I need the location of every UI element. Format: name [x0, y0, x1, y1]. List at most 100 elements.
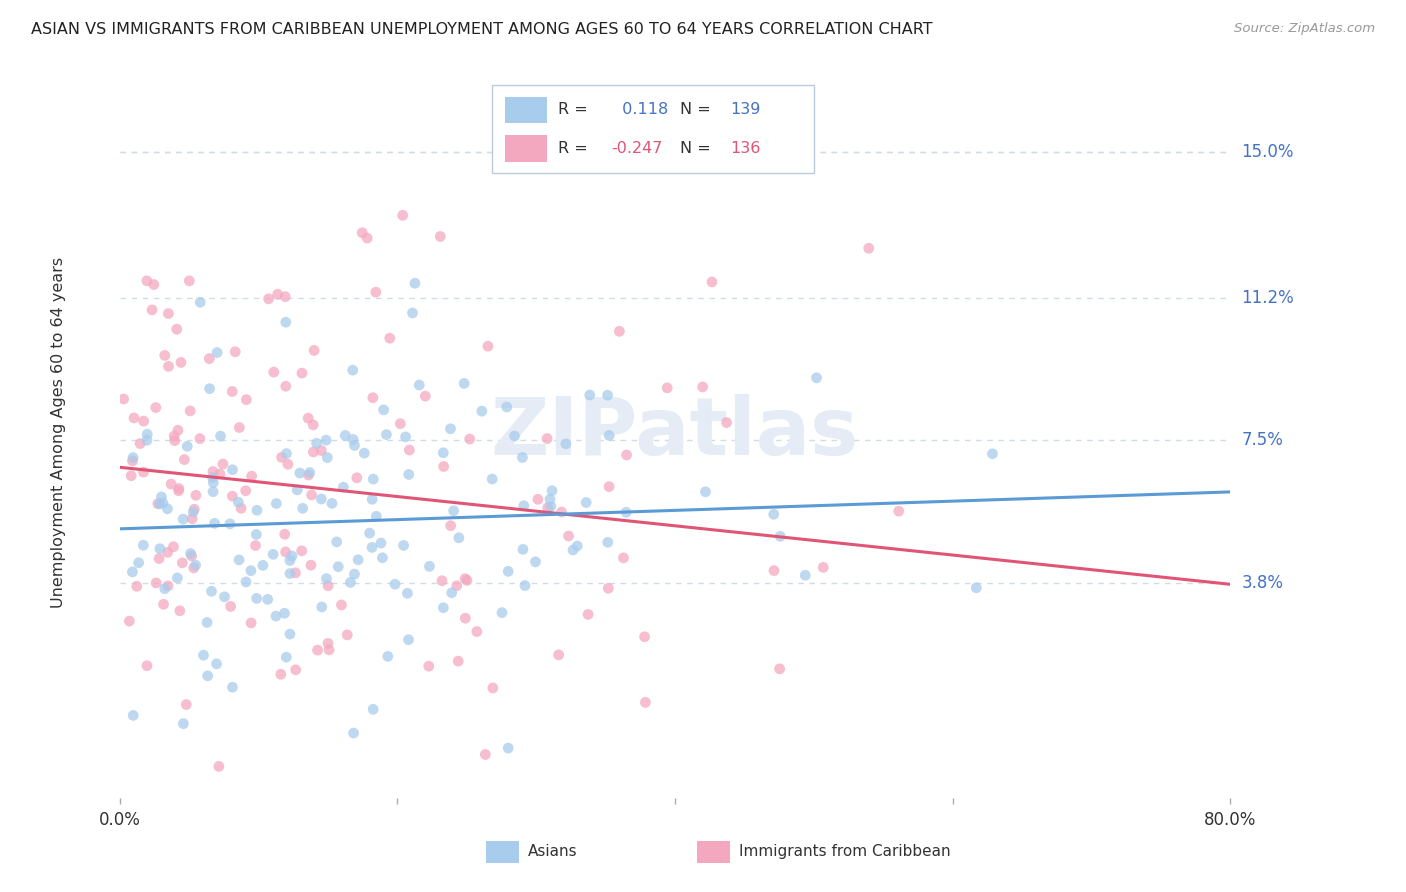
- Point: [188, 295, 211, 310]
- Point: [201, 470, 224, 484]
- Point: [361, 702, 384, 716]
- Point: [291, 366, 314, 380]
- Point: [396, 586, 419, 600]
- Point: [716, 416, 738, 430]
- Point: [418, 659, 440, 673]
- Point: [347, 553, 370, 567]
- Point: [398, 467, 420, 482]
- Point: [284, 566, 307, 580]
- Point: [554, 437, 576, 451]
- Point: [235, 574, 257, 589]
- Point: [481, 472, 503, 486]
- Point: [278, 627, 301, 641]
- Point: [214, 590, 236, 604]
- Point: [166, 571, 188, 585]
- Point: [440, 586, 463, 600]
- Point: [361, 541, 384, 555]
- Point: [157, 306, 180, 320]
- Point: [540, 500, 562, 514]
- Point: [413, 389, 436, 403]
- Point: [201, 465, 224, 479]
- Point: [274, 315, 297, 329]
- Point: [614, 505, 637, 519]
- Point: [447, 654, 470, 668]
- Point: [495, 400, 517, 414]
- Point: [316, 636, 339, 650]
- Point: [132, 465, 155, 479]
- Point: [398, 442, 420, 457]
- Point: [512, 542, 534, 557]
- Point: [332, 480, 354, 494]
- Point: [404, 277, 426, 291]
- Point: [373, 403, 395, 417]
- Point: [343, 438, 366, 452]
- Point: [439, 422, 461, 436]
- Point: [557, 529, 579, 543]
- Point: [160, 477, 183, 491]
- Point: [342, 363, 364, 377]
- Point: [612, 550, 634, 565]
- Point: [208, 467, 231, 481]
- Point: [145, 576, 167, 591]
- Point: [166, 322, 188, 336]
- Point: [550, 505, 572, 519]
- Point: [157, 359, 180, 374]
- Point: [188, 432, 211, 446]
- Text: Immigrants from Caribbean: Immigrants from Caribbean: [740, 844, 950, 858]
- Point: [371, 550, 394, 565]
- Point: [524, 555, 547, 569]
- Point: [343, 567, 366, 582]
- Point: [121, 565, 143, 579]
- Point: [377, 649, 399, 664]
- Point: [270, 450, 292, 465]
- Point: [482, 681, 505, 695]
- Point: [302, 445, 325, 459]
- Point: [491, 606, 513, 620]
- Point: [221, 463, 243, 477]
- Point: [578, 388, 600, 402]
- Point: [176, 439, 198, 453]
- Point: [169, 604, 191, 618]
- Point: [352, 226, 374, 240]
- Text: N =: N =: [681, 103, 711, 117]
- Point: [598, 581, 620, 595]
- Point: [562, 543, 585, 558]
- Point: [353, 446, 375, 460]
- Point: [513, 499, 536, 513]
- Point: [262, 547, 284, 561]
- Point: [228, 420, 250, 434]
- Point: [274, 379, 297, 393]
- Bar: [505, 136, 547, 161]
- Point: [465, 624, 488, 639]
- Point: [432, 446, 454, 460]
- Point: [432, 600, 454, 615]
- Point: [315, 572, 337, 586]
- Point: [276, 447, 298, 461]
- Point: [193, 648, 215, 662]
- Point: [297, 411, 319, 425]
- Point: [609, 324, 631, 338]
- Point: [156, 501, 179, 516]
- Point: [813, 560, 835, 574]
- Point: [252, 558, 274, 573]
- Point: [219, 599, 242, 614]
- Point: [768, 662, 790, 676]
- Point: [429, 229, 451, 244]
- Point: [316, 450, 339, 465]
- Point: [209, 429, 232, 443]
- Point: [170, 355, 193, 369]
- Point: [163, 434, 186, 448]
- Point: [156, 579, 179, 593]
- Point: [512, 450, 534, 465]
- Point: [172, 556, 194, 570]
- Point: [132, 538, 155, 552]
- Point: [256, 592, 278, 607]
- Point: [142, 277, 165, 292]
- Text: 136: 136: [731, 141, 761, 156]
- Point: [240, 615, 263, 630]
- Point: [120, 468, 142, 483]
- Point: [496, 741, 519, 756]
- Point: [291, 501, 314, 516]
- Point: [330, 598, 353, 612]
- Point: [394, 430, 416, 444]
